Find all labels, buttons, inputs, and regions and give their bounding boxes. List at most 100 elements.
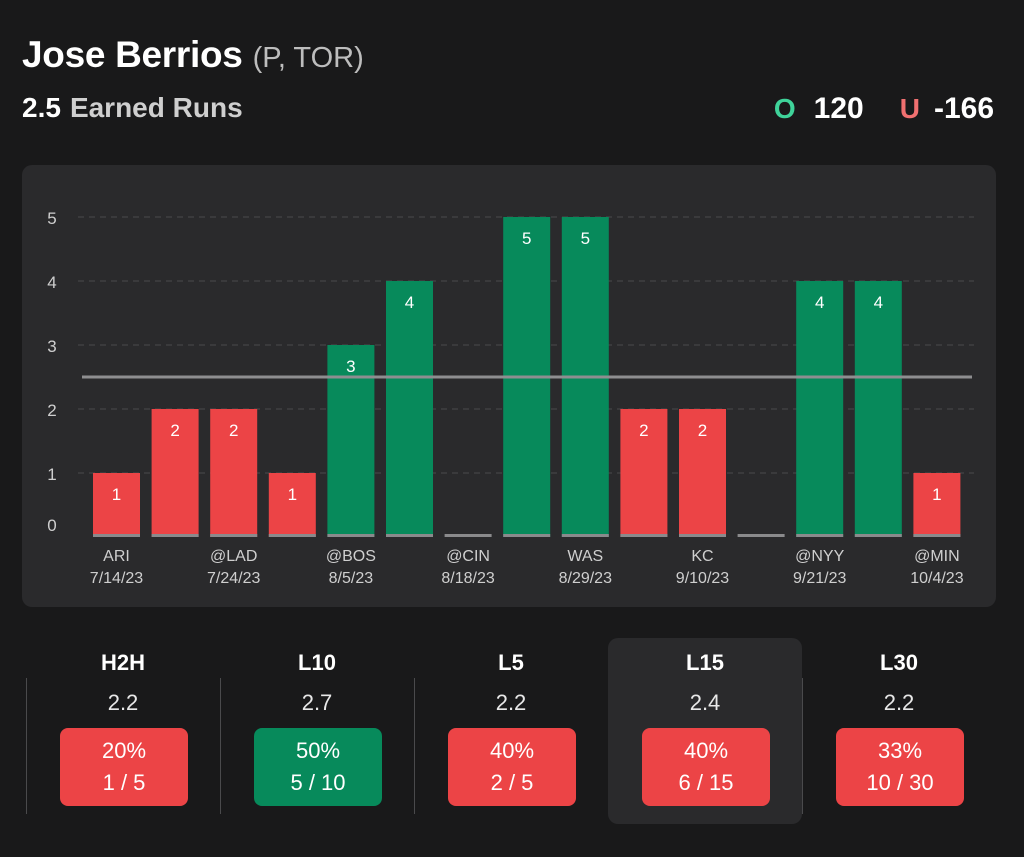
bar [268, 473, 316, 537]
x-tick-opponent: @BOS [326, 548, 376, 565]
x-tick-date: 8/29/23 [559, 570, 612, 587]
stat-tab-l5[interactable]: L5 2.2 40% 2 / 5 [414, 638, 608, 824]
bar-value-label: 4 [405, 293, 414, 312]
stat-hit-record: 10 / 30 [866, 770, 934, 795]
bar-baseline [268, 534, 316, 537]
stat-hit-rate-badge: 50% 5 / 10 [254, 728, 382, 806]
bar [913, 473, 961, 537]
stat-hit-percent: 33% [877, 738, 923, 763]
x-tick-opponent: @CIN [446, 548, 490, 565]
stat-divider [220, 678, 221, 814]
bar-value-label: 3 [346, 357, 355, 376]
stat-hit-record: 6 / 15 [678, 770, 734, 795]
bar-baseline [620, 534, 668, 537]
bar-value-label: 5 [581, 229, 590, 248]
stat-hit-rate-badge: 40% 2 / 5 [448, 728, 576, 806]
stat-hit-record: 2 / 5 [490, 770, 534, 795]
prop-value: 2.5 [22, 92, 61, 123]
x-tick-date: 7/14/23 [90, 570, 143, 587]
stat-label: H2H [100, 650, 145, 675]
bar-baseline [854, 534, 902, 537]
bar [796, 281, 844, 537]
stat-hit-rate-badge: 20% 1 / 5 [60, 728, 188, 806]
stat-hit-percent: 40% [489, 738, 535, 763]
stat-hit-rate-badge: 40% 6 / 15 [642, 728, 770, 806]
bar-value-label: 1 [932, 485, 941, 504]
player-name: Jose Berrios [22, 34, 243, 75]
stat-hit-record: 5 / 10 [290, 770, 346, 795]
bar [210, 409, 258, 537]
stat-average: 2.2 [495, 690, 527, 715]
x-tick-date: 7/24/23 [207, 570, 260, 587]
x-tick-opponent: WAS [567, 548, 603, 565]
x-tick-date: 10/4/23 [910, 570, 963, 587]
over-odds-value[interactable]: 120 [813, 92, 864, 125]
stat-average: 2.4 [689, 690, 721, 715]
x-tick-opponent: @LAD [210, 548, 257, 565]
stat-average: 2.2 [107, 690, 139, 715]
prop-line: 2.5 Earned Runs [22, 92, 243, 124]
y-tick-label: 2 [47, 401, 56, 420]
stat-label: L10 [298, 650, 336, 675]
bar-value-label: 5 [522, 229, 531, 248]
bar-value-label: 1 [112, 485, 121, 504]
y-tick-label: 0 [47, 516, 56, 535]
stat-hit-percent: 20% [101, 738, 147, 763]
stat-average: 2.7 [301, 690, 333, 715]
bar-baseline [210, 534, 258, 537]
bar-value-label: 1 [288, 485, 297, 504]
stat-divider [414, 678, 415, 814]
over-letter: O [773, 93, 796, 124]
y-tick-label: 3 [47, 337, 56, 356]
bar-value-label: 4 [874, 293, 883, 312]
y-tick-label: 5 [47, 209, 56, 228]
x-tick-opponent: KC [691, 548, 713, 565]
bar-baseline [737, 534, 785, 537]
stat-hit-record: 1 / 5 [102, 770, 146, 795]
bar [386, 281, 433, 537]
under-letter: U [899, 93, 920, 124]
stat-label: L30 [880, 650, 918, 675]
stat-hit-rate-badge: 33% 10 / 30 [836, 728, 964, 806]
under-odds-value[interactable]: -166 [933, 92, 994, 125]
bar-value-label: 2 [639, 421, 648, 440]
stat-divider [26, 678, 27, 814]
x-tick-opponent: @MIN [914, 548, 960, 565]
stat-label: L15 [686, 650, 724, 675]
bar-baseline [561, 534, 609, 537]
x-tick-opponent: @NYY [795, 548, 844, 565]
stat-average: 2.2 [883, 690, 915, 715]
x-tick-date: 9/21/23 [793, 570, 846, 587]
stat-tab-l10[interactable]: L10 2.7 50% 5 / 10 [220, 638, 414, 824]
player-title: Jose Berrios (P, TOR) [22, 34, 364, 84]
bar-value-label: 2 [698, 421, 707, 440]
bar-value-label: 4 [815, 293, 824, 312]
stat-hit-percent: 40% [683, 738, 729, 763]
bar [679, 409, 726, 537]
bar-baseline [913, 534, 961, 537]
chart-card: 0 1 2 3 4 5 1 2 2 1 3 4 5 5 2 2 4 4 1 ARI 7/14/23 @LAD 7/24/23… [22, 165, 996, 607]
bar-baseline [796, 534, 844, 537]
bar-value-label: 2 [170, 421, 179, 440]
bar-baseline [386, 534, 433, 537]
stat-tab-l15[interactable]: L15 2.4 40% 6 / 15 [608, 638, 802, 824]
bar-baseline [679, 534, 726, 537]
bar [93, 473, 140, 537]
y-tick-label: 4 [47, 273, 56, 292]
odds: O 120 U -166 [774, 92, 994, 126]
x-tick-opponent: ARI [103, 548, 130, 565]
bar-baseline [444, 534, 492, 537]
y-tick-label: 1 [47, 465, 56, 484]
stat-tab-h2h[interactable]: H2H 2.2 20% 1 / 5 [26, 638, 220, 824]
bar-baseline [151, 534, 199, 537]
bar-baseline [503, 534, 551, 537]
prop-label: Earned Runs [69, 92, 243, 123]
stat-tab-l30[interactable]: L30 2.2 33% 10 / 30 [802, 638, 996, 824]
player-meta: (P, TOR) [252, 42, 364, 74]
x-tick-date: 8/5/23 [329, 570, 374, 587]
bar-baseline [93, 534, 140, 537]
bar-baseline [327, 534, 375, 537]
bar-chart: 0 1 2 3 4 5 1 2 2 1 3 4 5 5 2 2 4 4 1 ARI 7/14/23 @LAD 7/24/23… [47, 209, 974, 587]
bar [854, 281, 902, 537]
bar-value-label: 2 [229, 421, 238, 440]
